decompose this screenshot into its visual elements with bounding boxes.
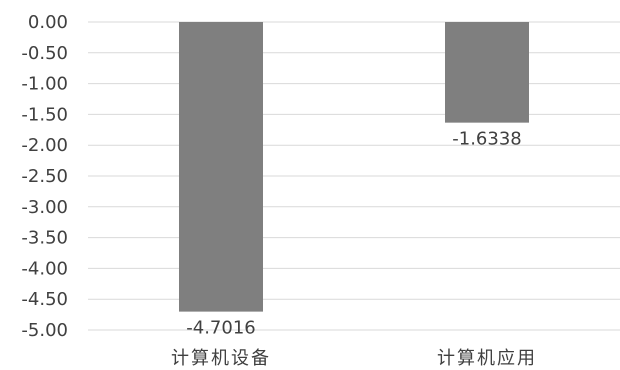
y-tick-label: -3.00 (21, 197, 68, 218)
y-tick-label: -3.50 (21, 228, 68, 249)
y-tick-label: -0.50 (21, 43, 68, 64)
y-tick-label: -5.00 (21, 320, 68, 341)
bar (179, 22, 263, 312)
data-label: -4.7016 (186, 318, 255, 339)
y-tick-label: -1.00 (21, 74, 68, 95)
bar (445, 22, 529, 123)
data-labels: -4.7016 -1.6338 (186, 129, 521, 339)
y-tick-label: -1.50 (21, 104, 68, 125)
data-label: -1.6338 (452, 129, 521, 150)
gridlines (88, 21, 620, 331)
bars (179, 22, 529, 312)
y-tick-label: -2.50 (21, 166, 68, 187)
y-tick-label: -2.00 (21, 135, 68, 156)
x-category-label: 计算机设备 (171, 348, 271, 369)
y-tick-label: 0.00 (28, 12, 68, 33)
y-tick-label: -4.00 (21, 258, 68, 279)
y-tick-label: -4.50 (21, 289, 68, 310)
x-axis-category-labels: 计算机设备 计算机应用 (171, 348, 537, 369)
y-axis-tick-labels: 0.00 -0.50 -1.00 -1.50 -2.00 -2.50 -3.00 -3.50 -… (21, 12, 68, 341)
x-category-label: 计算机应用 (437, 348, 537, 369)
